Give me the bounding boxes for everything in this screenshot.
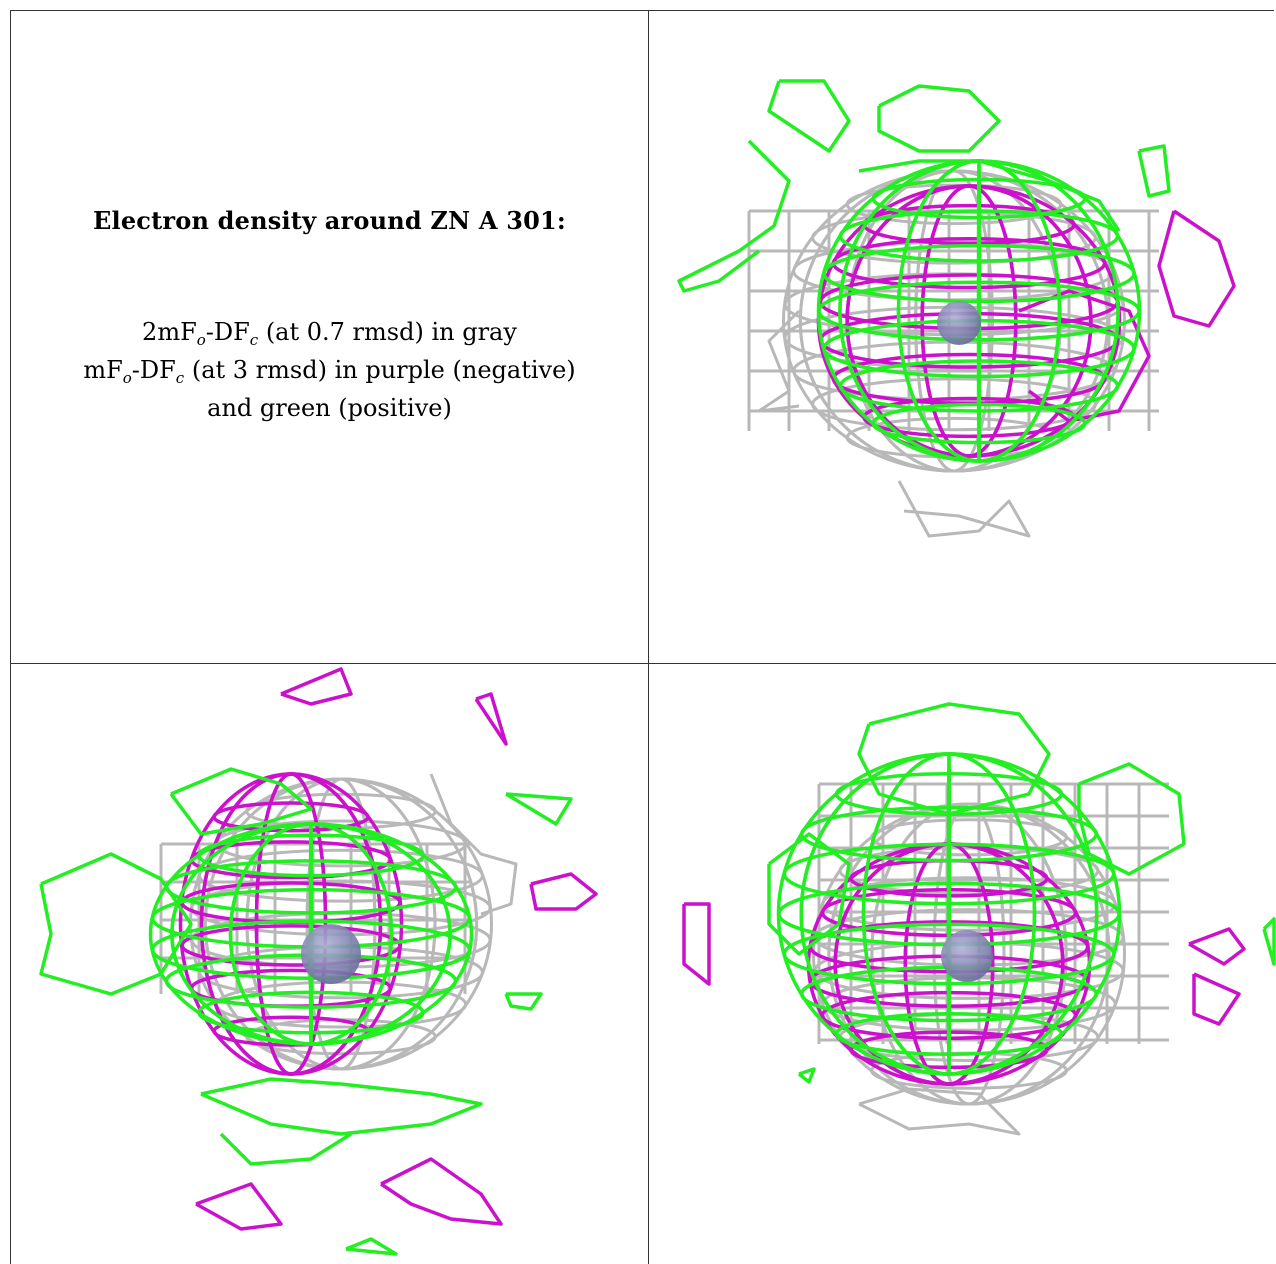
green-mesh-right-small (504, 992, 543, 1011)
green-mesh-sphere (776, 752, 1122, 1076)
density-view-top-right (677, 79, 1236, 538)
grid-left-border (10, 10, 11, 1264)
density-view-bottom-right (682, 702, 1276, 1136)
green-mesh-small-left (797, 1067, 816, 1084)
purple-mesh-top (280, 667, 353, 706)
zinc-atom-sphere (937, 301, 981, 345)
green-mesh-top (169, 767, 313, 836)
green-mesh-bottom-tip (345, 1237, 398, 1256)
legend-line-2fofc: 2mFo-DFc (at 0.7 rmsd) in gray (142, 318, 517, 349)
grid-middle-divider (10, 663, 1276, 664)
legend-line-fofc: mFo-DFc (at 3 rmsd) in purple (negative) (83, 356, 576, 387)
gray-mesh-right-arm (429, 773, 518, 916)
grid-top-border (10, 10, 1274, 11)
green-mesh-edge (1262, 917, 1276, 966)
legend-title: Electron density around ZN A 301: (93, 206, 566, 235)
gray-mesh-left (757, 309, 801, 413)
purple-mesh-right (1188, 927, 1246, 966)
green-mesh-bottom (200, 1077, 483, 1136)
legend-panel: Electron density around ZN A 301: 2mFo-D… (11, 11, 648, 663)
purple-mesh-right-lower (1192, 972, 1241, 1026)
purple-mesh-bottom-right (380, 1157, 503, 1226)
green-mesh-left-cluster (767, 832, 851, 956)
purple-mesh-top-right (474, 692, 508, 746)
grid-center-divider (648, 10, 649, 1264)
purple-mesh-right (529, 872, 598, 911)
green-mesh-left (39, 852, 193, 996)
green-mesh-top-right (1137, 144, 1171, 198)
gray-mesh-tail (897, 480, 1031, 538)
purple-mesh-right (1157, 209, 1236, 328)
zinc-atom-sphere (941, 930, 993, 982)
green-mesh-top (857, 702, 1051, 816)
green-mesh-right (505, 792, 573, 826)
purple-mesh-left (682, 902, 711, 986)
green-mesh-bottom-lower (219, 1132, 352, 1166)
green-mesh-top (877, 84, 1001, 153)
density-view-bottom-left (39, 667, 598, 1256)
green-mesh-top-left (767, 79, 851, 153)
legend-line-positive: and green (positive) (207, 394, 452, 422)
purple-mesh-bottom-left (195, 1182, 283, 1231)
zinc-atom-sphere (301, 924, 361, 984)
green-mesh-right-cluster (1077, 762, 1186, 876)
green-mesh-left-arm (677, 139, 791, 293)
gray-mesh-tail (858, 1087, 1021, 1136)
purple-mesh-lower (1018, 289, 1151, 423)
green-mesh-arc (858, 159, 1121, 232)
